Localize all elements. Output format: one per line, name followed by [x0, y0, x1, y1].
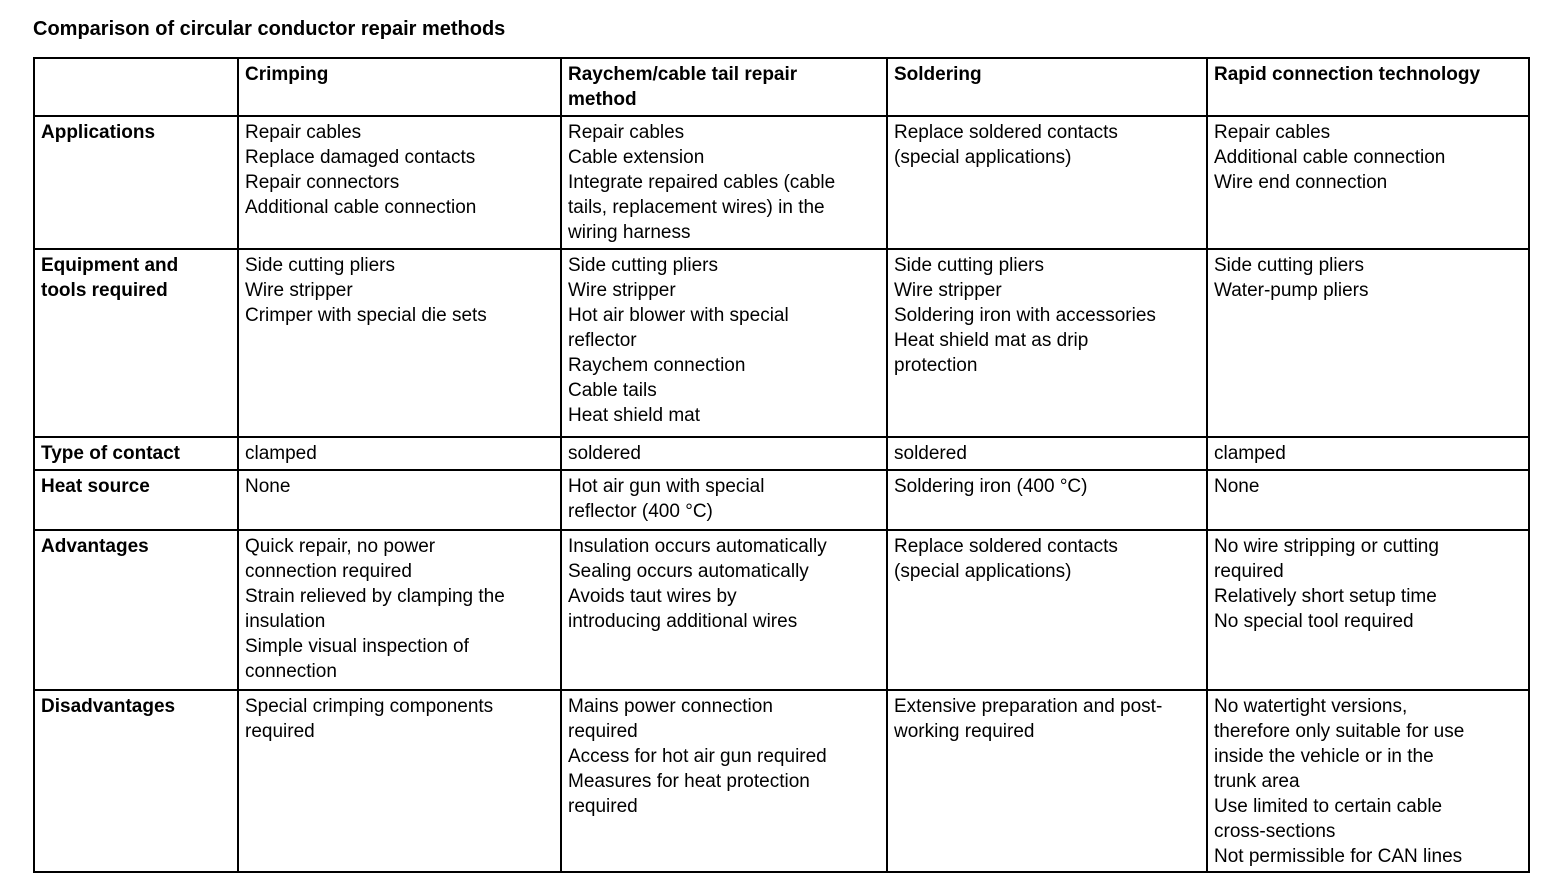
table-row-advantages: Advantages Quick repair, no power connec…	[33, 529, 1530, 691]
cell-contact-crimping: clamped	[237, 436, 562, 471]
cell-advantages-crimping: Quick repair, no power connection requir…	[237, 529, 562, 691]
table-row-disadvantages: Disadvantages Special crimping component…	[33, 689, 1530, 873]
cell-heat-rapid: None	[1206, 469, 1530, 531]
cell-equipment-crimping: Side cutting pliers Wire stripper Crimpe…	[237, 248, 562, 438]
table-row-applications: Applications Repair cables Replace damag…	[33, 115, 1530, 250]
row-label-equipment: Equipment and tools required	[33, 248, 239, 438]
cell-applications-crimping: Repair cables Replace damaged contacts R…	[237, 115, 562, 250]
cell-contact-soldering: soldered	[886, 436, 1208, 471]
cell-applications-rapid: Repair cables Additional cable connectio…	[1206, 115, 1530, 250]
col-header-raychem: Raychem/cable tail repair method	[560, 57, 888, 117]
table-row-equipment: Equipment and tools required Side cuttin…	[33, 248, 1530, 438]
col-header-empty	[33, 57, 239, 117]
cell-advantages-rapid: No wire stripping or cutting required Re…	[1206, 529, 1530, 691]
cell-heat-raychem: Hot air gun with special reflector (400 …	[560, 469, 888, 531]
cell-contact-rapid: clamped	[1206, 436, 1530, 471]
row-label-applications: Applications	[33, 115, 239, 250]
comparison-table: Crimping Raychem/cable tail repair metho…	[33, 57, 1530, 873]
cell-heat-crimping: None	[237, 469, 562, 531]
cell-heat-soldering: Soldering iron (400 °C)	[886, 469, 1208, 531]
row-label-type-of-contact: Type of contact	[33, 436, 239, 471]
table-row-heat-source: Heat source None Hot air gun with specia…	[33, 469, 1530, 531]
col-header-crimping: Crimping	[237, 57, 562, 117]
cell-applications-raychem: Repair cables Cable extension Integrate …	[560, 115, 888, 250]
cell-disadvantages-raychem: Mains power connection required Access f…	[560, 689, 888, 873]
cell-advantages-raychem: Insulation occurs automatically Sealing …	[560, 529, 888, 691]
row-label-heat-source: Heat source	[33, 469, 239, 531]
cell-disadvantages-rapid: No watertight versions, therefore only s…	[1206, 689, 1530, 873]
col-header-soldering: Soldering	[886, 57, 1208, 117]
cell-applications-soldering: Replace soldered contacts (special appli…	[886, 115, 1208, 250]
cell-equipment-rapid: Side cutting pliers Water-pump pliers	[1206, 248, 1530, 438]
cell-equipment-raychem: Side cutting pliers Wire stripper Hot ai…	[560, 248, 888, 438]
cell-advantages-soldering: Replace soldered contacts (special appli…	[886, 529, 1208, 691]
cell-disadvantages-soldering: Extensive preparation and post- working …	[886, 689, 1208, 873]
table-row-type-of-contact: Type of contact clamped soldered soldere…	[33, 436, 1530, 471]
col-header-rapid-connection: Rapid connection technology	[1206, 57, 1530, 117]
table-header-row: Crimping Raychem/cable tail repair metho…	[33, 57, 1530, 117]
cell-equipment-soldering: Side cutting pliers Wire stripper Solder…	[886, 248, 1208, 438]
row-label-disadvantages: Disadvantages	[33, 689, 239, 873]
cell-disadvantages-crimping: Special crimping components required	[237, 689, 562, 873]
cell-contact-raychem: soldered	[560, 436, 888, 471]
row-label-advantages: Advantages	[33, 529, 239, 691]
page-title: Comparison of circular conductor repair …	[33, 18, 506, 40]
